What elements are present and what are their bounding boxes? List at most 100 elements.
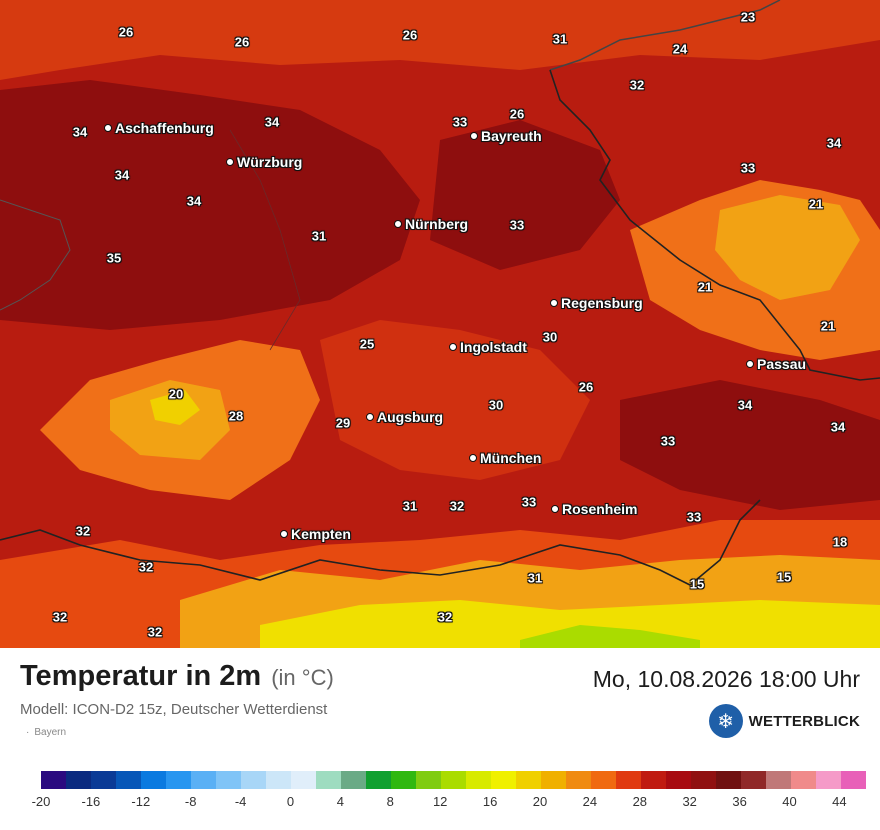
temperature-value: 31 <box>527 570 543 586</box>
city-dot-icon <box>469 454 477 462</box>
temperature-value: 32 <box>449 498 465 514</box>
city-name: Passau <box>757 356 807 372</box>
temperature-value: 34 <box>737 397 753 413</box>
temperature-value: 33 <box>686 509 702 525</box>
scale-tick-label: -12 <box>131 794 151 809</box>
temperature-value: 32 <box>75 523 91 539</box>
snowflake-sun-icon: ❄ <box>708 704 743 738</box>
temperature-value: 33 <box>660 433 676 449</box>
city-dot-icon <box>366 413 374 421</box>
city-dot-icon <box>551 505 559 513</box>
city-rosenheim: Rosenheim <box>551 501 637 517</box>
city-dot-icon <box>470 132 478 140</box>
scale-tick-label: 16 <box>482 794 498 809</box>
city-dot-icon <box>280 530 288 538</box>
scale-swatch <box>566 771 591 789</box>
temperature-value: 32 <box>629 77 645 93</box>
scale-swatch <box>141 771 166 789</box>
unit-label: (in °C) <box>271 665 334 690</box>
map-footer: Temperatur in 2m (in °C) Modell: ICON-D2 … <box>0 648 880 830</box>
city-kempten: Kempten <box>280 526 351 542</box>
temperature-value: 28 <box>228 408 244 424</box>
city-augsburg: Augsburg <box>366 409 443 425</box>
temperature-value: 30 <box>488 397 504 413</box>
scale-tick-label: -4 <box>234 794 247 809</box>
scale-swatch <box>41 771 66 789</box>
temperature-value: 34 <box>264 114 280 130</box>
temperature-value: 34 <box>830 419 846 435</box>
scale-swatch <box>591 771 616 789</box>
title-text: Temperatur in 2m <box>20 660 262 692</box>
temperature-value: 21 <box>808 196 824 212</box>
scale-swatch <box>441 771 466 789</box>
city-name: Kempten <box>291 526 351 542</box>
temperature-value: 21 <box>697 279 713 295</box>
temperature-value: 26 <box>234 34 250 50</box>
wetterblick-logo[interactable]: ❄ WETTERBLICK <box>708 704 860 738</box>
scale-swatch <box>666 771 691 789</box>
temperature-value: 25 <box>359 336 375 352</box>
temperature-value: 34 <box>826 135 842 151</box>
temperature-value: 29 <box>335 415 351 431</box>
city-aschaffenburg: Aschaffenburg <box>104 120 214 136</box>
scale-swatch <box>191 771 216 789</box>
temperature-value: 33 <box>509 217 525 233</box>
scale-swatch <box>366 771 391 789</box>
scale-swatch <box>241 771 266 789</box>
color-scale <box>41 771 866 789</box>
temperature-value: 23 <box>740 9 756 25</box>
temperature-value: 26 <box>578 379 594 395</box>
temperature-value: 33 <box>521 494 537 510</box>
city-dot-icon <box>226 158 234 166</box>
city-nürnberg: Nürnberg <box>394 216 468 232</box>
scale-swatch <box>841 771 866 789</box>
city-würzburg: Würzburg <box>226 154 302 170</box>
scale-swatch <box>616 771 641 789</box>
city-dot-icon <box>104 124 112 132</box>
city-ingolstadt: Ingolstadt <box>449 339 527 355</box>
temperature-value: 31 <box>311 228 327 244</box>
scale-swatch <box>216 771 241 789</box>
temperature-value: 35 <box>106 250 122 266</box>
scale-swatch <box>541 771 566 789</box>
scale-swatch <box>716 771 741 789</box>
scale-swatch <box>291 771 316 789</box>
city-name: Bayreuth <box>481 128 542 144</box>
temperature-value: 33 <box>452 114 468 130</box>
scale-swatch <box>391 771 416 789</box>
temperature-value: 34 <box>114 167 130 183</box>
scale-tick-label: -20 <box>31 794 51 809</box>
city-name: Aschaffenburg <box>115 120 214 136</box>
scale-swatch <box>816 771 841 789</box>
temperature-value: 32 <box>138 559 154 575</box>
scale-swatch <box>741 771 766 789</box>
city-dot-icon <box>449 343 457 351</box>
scale-swatch <box>766 771 791 789</box>
scale-tick-label: 28 <box>632 794 648 809</box>
city-name: Nürnberg <box>405 216 468 232</box>
scale-tick-label: 8 <box>386 794 394 809</box>
scale-tick-label: 4 <box>336 794 345 809</box>
temperature-value: 30 <box>542 329 558 345</box>
temperature-value: 24 <box>672 41 688 57</box>
city-name: Augsburg <box>377 409 444 425</box>
scale-tick-label: 20 <box>532 794 548 809</box>
city-passau: Passau <box>746 356 806 372</box>
scale-swatch <box>641 771 666 789</box>
logo-brand: WETTERBLICK <box>748 712 860 730</box>
scale-swatch <box>166 771 191 789</box>
scale-swatch <box>491 771 516 789</box>
temperature-value: 26 <box>509 106 525 122</box>
scale-swatch <box>91 771 116 789</box>
city-name: Ingolstadt <box>460 339 527 355</box>
temperature-value: 26 <box>118 24 134 40</box>
temperature-value: 32 <box>147 624 163 640</box>
scale-tick-label: 0 <box>286 794 295 809</box>
city-münchen: München <box>469 450 541 466</box>
city-name: Würzburg <box>237 154 303 170</box>
scale-tick-label: 44 <box>832 794 847 809</box>
temperature-value: 18 <box>832 534 848 550</box>
city-name: Rosenheim <box>562 501 638 517</box>
scale-swatch <box>341 771 366 789</box>
temperature-value: 34 <box>72 124 88 140</box>
